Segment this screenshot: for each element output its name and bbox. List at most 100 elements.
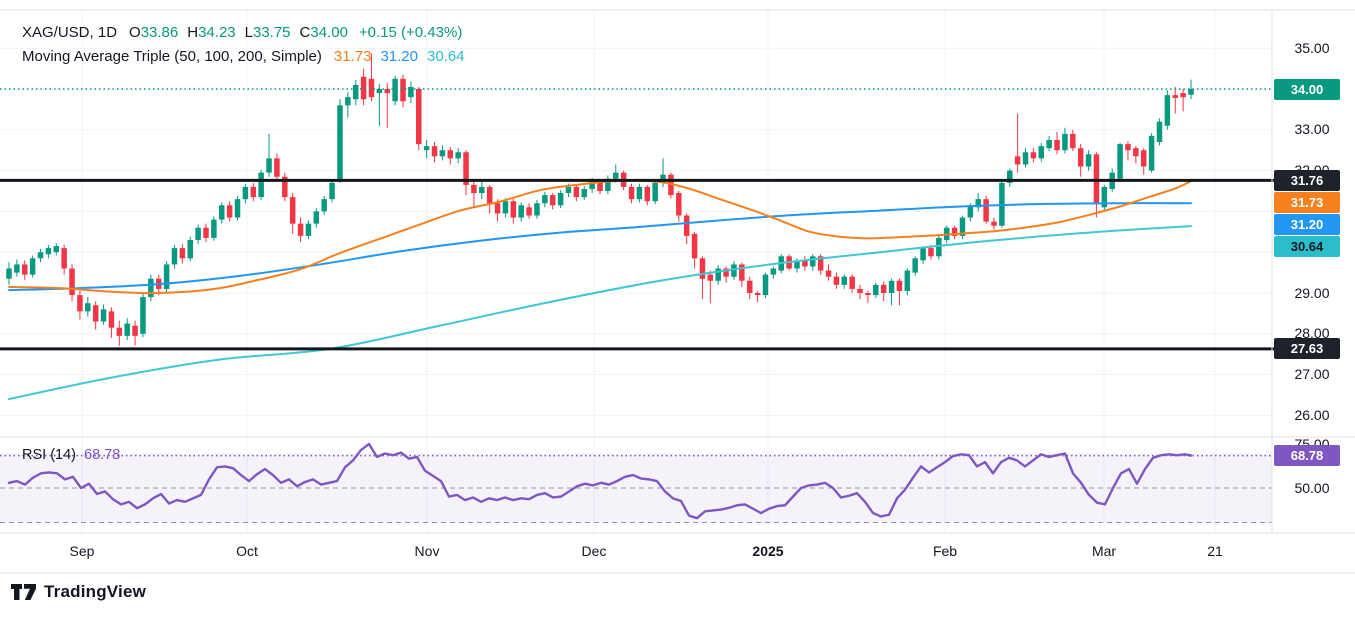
candle[interactable] xyxy=(896,278,903,306)
candle[interactable] xyxy=(1180,89,1186,112)
candle[interactable] xyxy=(92,301,99,330)
candle[interactable] xyxy=(542,191,548,208)
candle[interactable] xyxy=(368,53,375,102)
candle[interactable] xyxy=(14,259,20,277)
candle[interactable] xyxy=(1062,127,1068,154)
candle[interactable] xyxy=(1070,129,1076,152)
candle[interactable] xyxy=(991,217,997,230)
candle[interactable] xyxy=(526,203,532,219)
candle-series[interactable] xyxy=(6,53,1194,347)
candle[interactable] xyxy=(1085,150,1092,171)
candle[interactable] xyxy=(636,183,643,203)
candle[interactable] xyxy=(849,274,855,293)
candle[interactable] xyxy=(502,198,509,218)
candle[interactable] xyxy=(1046,135,1052,152)
candle[interactable] xyxy=(250,182,257,202)
candle[interactable] xyxy=(416,86,422,151)
candle[interactable] xyxy=(313,208,320,228)
candle[interactable] xyxy=(959,215,966,240)
rsi-indicator-title[interactable]: RSI (14) xyxy=(22,447,76,463)
candle[interactable] xyxy=(668,172,674,199)
candle[interactable] xyxy=(384,82,390,128)
candle[interactable] xyxy=(22,260,28,280)
candle[interactable] xyxy=(1093,152,1100,218)
candle[interactable] xyxy=(1133,146,1139,164)
symbol-title[interactable]: XAG/USD, 1D xyxy=(22,24,118,41)
candle[interactable] xyxy=(100,304,107,325)
candle[interactable] xyxy=(628,183,635,204)
candle[interactable] xyxy=(951,225,958,240)
candle[interactable] xyxy=(337,99,343,183)
candle[interactable] xyxy=(187,236,193,262)
candle[interactable] xyxy=(345,92,351,118)
candle[interactable] xyxy=(124,318,130,340)
candle[interactable] xyxy=(683,213,690,245)
candle[interactable] xyxy=(77,290,83,320)
candle[interactable] xyxy=(171,244,178,269)
candle[interactable] xyxy=(108,307,115,338)
candle[interactable] xyxy=(163,261,170,293)
candle[interactable] xyxy=(731,261,737,280)
candle[interactable] xyxy=(904,268,911,296)
candle[interactable] xyxy=(888,278,895,306)
candle[interactable] xyxy=(274,153,280,181)
candle[interactable] xyxy=(321,195,327,215)
candle[interactable] xyxy=(518,202,524,222)
candle[interactable] xyxy=(534,199,540,219)
candle[interactable] xyxy=(802,256,808,271)
candle[interactable] xyxy=(408,81,414,104)
candle[interactable] xyxy=(825,264,832,281)
candle[interactable] xyxy=(439,145,446,161)
candle[interactable] xyxy=(1140,148,1147,175)
candle[interactable] xyxy=(691,231,698,269)
candle[interactable] xyxy=(707,270,714,304)
candle[interactable] xyxy=(29,255,36,278)
candle[interactable] xyxy=(573,184,580,202)
candle[interactable] xyxy=(203,223,209,242)
candle[interactable] xyxy=(699,256,706,300)
candle[interactable] xyxy=(132,320,138,346)
candle[interactable] xyxy=(234,195,241,221)
candle[interactable] xyxy=(1172,86,1178,114)
candle[interactable] xyxy=(880,281,887,302)
candle[interactable] xyxy=(723,266,729,283)
candle[interactable] xyxy=(148,274,154,302)
candle[interactable] xyxy=(116,320,123,347)
candle[interactable] xyxy=(305,220,312,240)
candle[interactable] xyxy=(140,293,146,338)
candle[interactable] xyxy=(211,216,217,241)
candle[interactable] xyxy=(1101,184,1108,212)
candle[interactable] xyxy=(85,297,91,317)
candle[interactable] xyxy=(179,244,186,264)
candle[interactable] xyxy=(242,183,249,204)
candle[interactable] xyxy=(431,142,438,163)
candle[interactable] xyxy=(715,265,721,285)
candle[interactable] xyxy=(676,191,682,222)
candle[interactable] xyxy=(983,195,989,224)
candle[interactable] xyxy=(1117,142,1123,183)
candle[interactable] xyxy=(53,243,60,256)
candle[interactable] xyxy=(1022,148,1029,168)
candle[interactable] xyxy=(833,272,840,289)
candle[interactable] xyxy=(739,262,745,287)
candle[interactable] xyxy=(1156,118,1163,146)
candle[interactable] xyxy=(61,244,67,275)
candle[interactable] xyxy=(1007,168,1013,187)
candle[interactable] xyxy=(45,244,52,259)
candle[interactable] xyxy=(282,172,288,202)
candle[interactable] xyxy=(762,272,769,298)
candle[interactable] xyxy=(873,282,879,298)
candle[interactable] xyxy=(479,182,485,200)
candle[interactable] xyxy=(69,264,75,302)
candle[interactable] xyxy=(1164,90,1171,130)
candle[interactable] xyxy=(1038,142,1045,162)
candle[interactable] xyxy=(376,84,383,126)
candle[interactable] xyxy=(1148,133,1155,173)
candle[interactable] xyxy=(999,179,1005,228)
ma-indicator-title[interactable]: Moving Average Triple (50, 100, 200, Sim… xyxy=(22,48,322,65)
candle[interactable] xyxy=(857,284,863,300)
candle[interactable] xyxy=(1125,141,1131,161)
candle[interactable] xyxy=(226,201,233,222)
candle[interactable] xyxy=(581,186,587,200)
candle[interactable] xyxy=(258,169,264,200)
